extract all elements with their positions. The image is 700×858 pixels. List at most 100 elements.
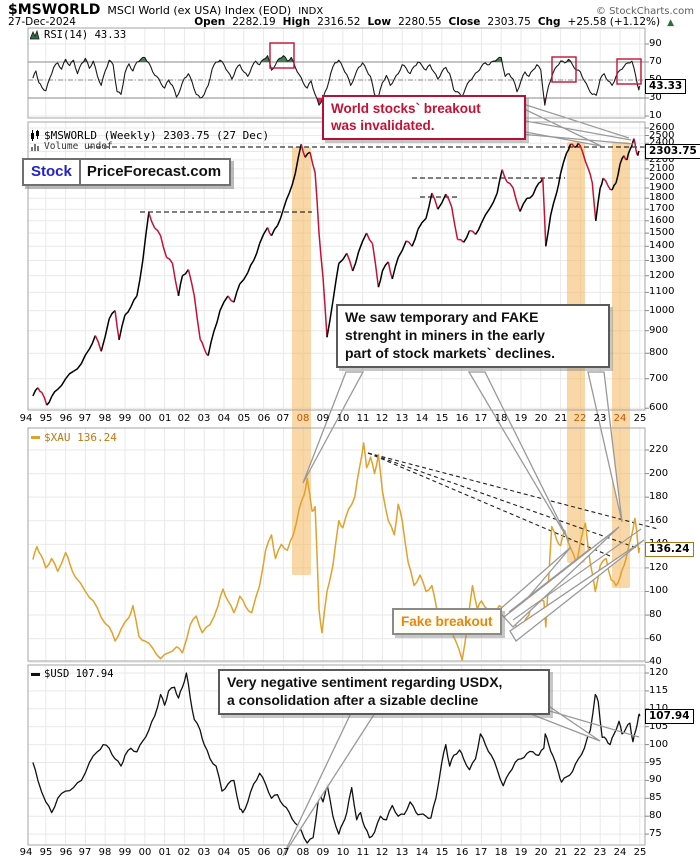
xau-dashed-trendline [367, 452, 641, 550]
price-series-segment [187, 269, 196, 297]
price-series-segment [154, 227, 162, 237]
x-axis-year-label: 25 [633, 413, 647, 424]
price-series-segment [314, 172, 320, 234]
price-series-segment [519, 197, 528, 212]
price-series-segment [118, 314, 126, 341]
x-axis-year-label: 02 [177, 847, 191, 858]
price-series-segment [626, 149, 631, 161]
quote-label: Chg [537, 16, 561, 28]
logo-priceforecast: PriceForecast.com [86, 163, 222, 180]
price-series-segment [233, 283, 241, 303]
x-axis-year-label: 20 [534, 413, 548, 424]
price-series-segment [469, 229, 477, 235]
price-y-tick-label: 1000 [649, 305, 675, 316]
price-series-segment [171, 263, 180, 297]
x-axis-year-label: 06 [257, 847, 271, 858]
main-panel-label: $MSWORLD (Weekly) 2303.75 (27 Dec) [31, 129, 269, 142]
usd-y-tick-label: 105 [649, 721, 669, 732]
rsi-highlight-box [616, 58, 642, 85]
price-series-segment [177, 275, 184, 297]
price-series-segment [512, 187, 521, 212]
x-axis-year-label: 23 [593, 847, 607, 858]
price-series-segment [371, 243, 380, 288]
price-series-segment [258, 227, 269, 244]
x-axis-year-label: 18 [494, 413, 508, 424]
stockpriceforecast-logo: Stock PriceForecast.com [22, 158, 232, 186]
price-series-segment [203, 348, 209, 357]
exchange-label: INDX [298, 6, 324, 17]
price-series-segment [633, 138, 637, 150]
x-axis-year-label: 05 [237, 413, 251, 424]
usd-y-tick-label: 85 [649, 792, 662, 803]
x-axis-year-label: 14 [415, 413, 429, 424]
price-series-segment [100, 318, 110, 352]
usd-legend-dash-icon [31, 672, 40, 676]
x-axis-year-label: 23 [593, 413, 607, 424]
price-series-segment [431, 192, 439, 210]
price-y-tick-label: 600 [649, 402, 669, 413]
x-axis-year-label: 96 [59, 847, 73, 858]
price-y-tick-label: 700 [649, 373, 669, 384]
price-series-segment [555, 173, 562, 194]
price-series-segment [94, 335, 102, 352]
price-series-segment [73, 363, 83, 372]
quote-label: Open [194, 16, 226, 28]
usd-y-tick-label: 75 [649, 828, 662, 839]
x-axis-year-label: 14 [415, 847, 429, 858]
x-axis-year-label: 19 [514, 413, 528, 424]
x-axis-year-label: 11 [356, 413, 370, 424]
price-series-segment [570, 143, 576, 148]
price-series-segment [166, 256, 174, 264]
price-series-segment [480, 208, 490, 224]
price-series-segment [65, 370, 74, 380]
x-axis-year-label: 10 [336, 413, 350, 424]
x-axis-year-label: 17 [474, 413, 488, 424]
price-series-segment [357, 232, 368, 253]
quote-row: Open 2282.19 High 2316.52 Low 2280.55 Close 230… [194, 16, 674, 28]
price-y-tick-label: 2400 [649, 137, 675, 148]
price-series-segment [397, 240, 407, 258]
price-series-segment [346, 253, 354, 272]
price-series-segment [338, 252, 348, 264]
price-series-segment [309, 152, 316, 173]
usd-y-tick-label: 95 [649, 757, 662, 768]
price-series-segment [496, 169, 503, 194]
price-y-tick-label: 2200 [649, 154, 675, 165]
price-series-segment [526, 194, 534, 200]
price-series-segment [294, 143, 302, 174]
xau-y-tick-label: 120 [649, 562, 669, 573]
x-axis-year-label: 22 [573, 847, 587, 858]
price-series-segment [326, 301, 334, 338]
price-series-segment [462, 230, 471, 243]
copyright: © StockCharts.com [595, 6, 694, 17]
x-axis-year-label: 97 [78, 847, 92, 858]
xau-legend-dash-icon [31, 436, 40, 439]
quote-value: 2282.19 [232, 16, 276, 28]
x-axis-year-label: 98 [98, 413, 112, 424]
x-axis-year-label: 96 [59, 413, 73, 424]
price-y-tick-label: 2100 [649, 163, 675, 174]
callout-tail [509, 539, 645, 642]
price-y-tick-label: 1500 [649, 227, 675, 238]
price-series-segment [288, 173, 297, 194]
price-series-segment [41, 391, 48, 406]
x-axis-year-label: 21 [554, 413, 568, 424]
xau-y-tick-label: 180 [649, 491, 669, 502]
price-series-segment [114, 310, 120, 341]
pointer-line [519, 133, 634, 145]
price-series-segment [488, 192, 498, 210]
price-series-segment [130, 295, 138, 308]
usd-value-tag: 107.94 [645, 709, 694, 724]
price-series-segment [159, 235, 168, 258]
x-axis-year-label: 07 [276, 413, 290, 424]
chg-up-arrow-icon: ▲ [667, 18, 674, 28]
x-axis-year-label: 95 [39, 847, 53, 858]
price-series-segment [80, 348, 91, 364]
price-series-segment [219, 295, 229, 311]
price-series-segment [365, 232, 374, 245]
price-value-tag: 2303.75 [645, 144, 700, 159]
header-row-2: 27-Dec-2024 Open 2282.19 High 2316.52 Low 228… [8, 16, 674, 28]
x-axis-year-label: 00 [138, 413, 152, 424]
x-axis-year-label: 09 [316, 413, 330, 424]
